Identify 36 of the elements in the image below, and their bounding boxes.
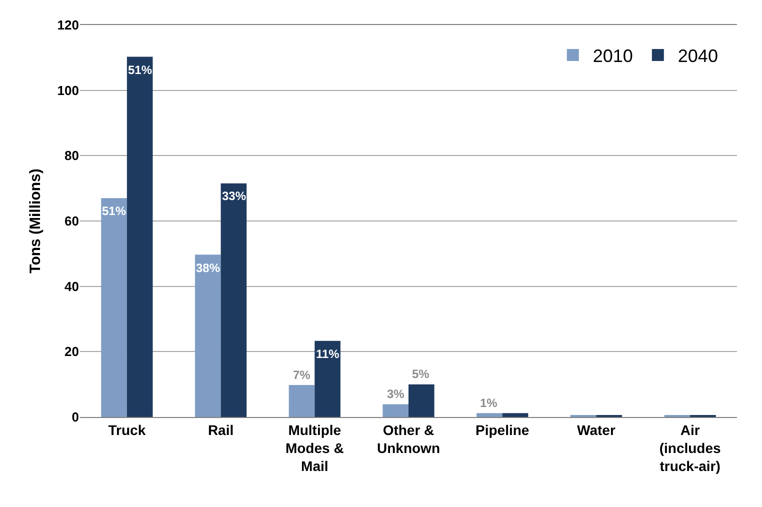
annotation: 1%: [480, 396, 498, 410]
annotation: 7%: [293, 368, 311, 382]
legend-label: 2010: [592, 46, 633, 66]
annotation: 5%: [412, 367, 430, 381]
y-tick-label: 0: [72, 410, 79, 425]
x-tick-label: Multiple Modes & Mail: [285, 422, 344, 474]
y-tick-label: 120: [57, 18, 79, 33]
x-tick-label: Truck: [108, 422, 146, 438]
bar: [408, 384, 434, 417]
y-tick-label: 80: [64, 148, 79, 164]
y-tick-label: 100: [57, 82, 79, 98]
annotation: 33%: [222, 189, 246, 203]
x-tick-label: Rail: [208, 422, 234, 438]
annotation: 51%: [128, 63, 152, 77]
x-tick-label: Water: [577, 422, 616, 438]
annotation: 51%: [102, 204, 126, 218]
bar: [476, 413, 502, 417]
x-tick-label: Pipeline: [476, 422, 530, 438]
y-axis-title: Tons (Millions): [27, 168, 44, 274]
bar: [194, 254, 221, 417]
y-tick-label: 20: [64, 344, 79, 360]
bar: [314, 340, 340, 417]
bar: [382, 404, 408, 417]
legend-label: 2040: [678, 46, 718, 66]
bar: [220, 183, 247, 417]
bar: [101, 198, 127, 417]
bar: [126, 56, 153, 417]
bar: [502, 413, 528, 417]
y-tick-label: 40: [64, 278, 79, 294]
x-tick-label: Other & Unknown: [377, 422, 440, 456]
y-tick-label: 60: [64, 214, 79, 229]
x-tick-label: Air (includes truck-air): [659, 422, 722, 474]
annotation: 38%: [196, 261, 220, 275]
annotation: 3%: [387, 387, 405, 401]
annotation: 11%: [316, 347, 340, 361]
bar: [288, 384, 315, 417]
